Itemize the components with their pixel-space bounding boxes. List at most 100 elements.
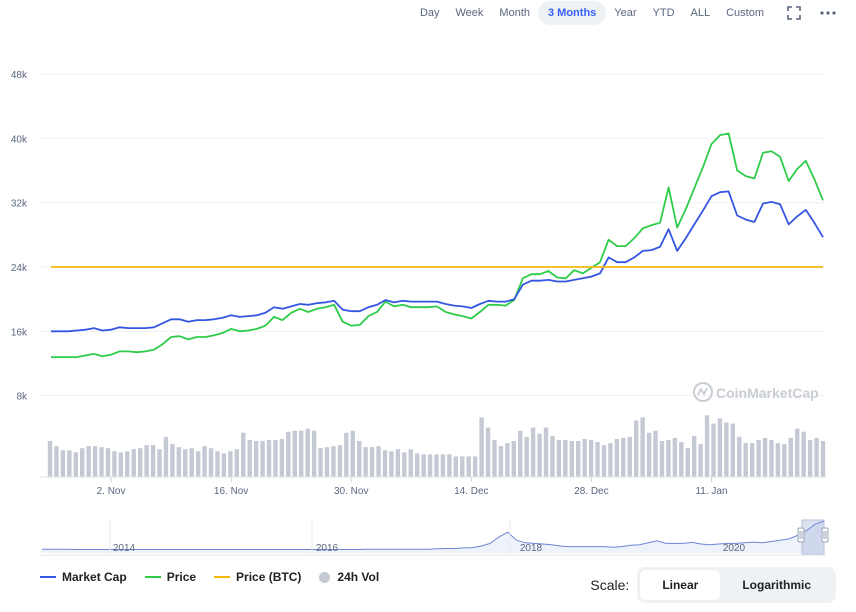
y-tick-label: 24k bbox=[11, 263, 28, 274]
volume-bar bbox=[47, 441, 53, 477]
y-tick-label: 48k bbox=[11, 70, 28, 81]
volume-bar bbox=[685, 448, 690, 477]
x-tick-label: 30. Nov bbox=[334, 486, 368, 497]
volume-bar bbox=[762, 437, 768, 477]
volume-bar bbox=[357, 441, 362, 477]
legend-item-price-btc[interactable]: Price (BTC) bbox=[214, 570, 301, 584]
more-options-icon[interactable] bbox=[816, 1, 840, 25]
range-year-button[interactable]: Year bbox=[614, 7, 637, 19]
volume-bar bbox=[389, 451, 394, 477]
volume-bar bbox=[595, 442, 600, 477]
volume-bar bbox=[350, 430, 355, 477]
volume-bar bbox=[105, 448, 111, 477]
volume-bar bbox=[144, 445, 149, 477]
volume-bar bbox=[363, 447, 368, 477]
price-chart[interactable]: CoinMarketCap 8k 16k 24k 32k 40k 48k 2. Nov 16.… bbox=[0, 0, 856, 560]
volume-bar bbox=[176, 447, 182, 477]
volume-bar bbox=[292, 430, 297, 477]
scale-logarithmic-button[interactable]: Logarithmic bbox=[742, 578, 811, 592]
volume-bar bbox=[530, 427, 536, 477]
volume-bar bbox=[434, 454, 439, 477]
scale-toggle: Linear Logarithmic bbox=[637, 567, 836, 603]
volume-bar bbox=[691, 435, 697, 477]
volume-bar bbox=[395, 449, 401, 477]
x-tick-label: 28. Dec bbox=[574, 486, 608, 497]
scale-linear-button[interactable]: Linear bbox=[640, 570, 721, 600]
volume-bar bbox=[382, 450, 388, 477]
navigator-right-handle bbox=[821, 527, 829, 543]
volume-bar bbox=[659, 441, 665, 477]
volume-bar bbox=[125, 451, 130, 477]
volume-bar bbox=[414, 453, 420, 477]
volume-bar bbox=[646, 432, 652, 477]
volume-bar bbox=[601, 445, 607, 477]
volume-bar bbox=[369, 447, 375, 477]
volume-bar bbox=[311, 430, 317, 477]
volume-bar bbox=[492, 439, 497, 477]
volume-bar bbox=[80, 448, 85, 477]
price-btc-line-swatch bbox=[214, 576, 231, 578]
volume-bar bbox=[402, 452, 407, 477]
volume-bar bbox=[99, 447, 104, 477]
volume-bar bbox=[60, 450, 66, 477]
volume-bar bbox=[221, 453, 227, 477]
volume-bar bbox=[576, 441, 581, 477]
volume-bar bbox=[524, 436, 529, 477]
range-ytd-button[interactable]: YTD bbox=[652, 7, 675, 19]
volume-bar bbox=[485, 427, 491, 477]
legend-item-price[interactable]: Price bbox=[144, 570, 197, 584]
volume-bar bbox=[447, 454, 452, 477]
volume-bar bbox=[247, 439, 252, 477]
volume-bar bbox=[318, 448, 323, 477]
navigator-line bbox=[42, 520, 825, 550]
volume-bar bbox=[711, 423, 716, 477]
legend-label-price-btc: Price (BTC) bbox=[236, 570, 302, 584]
range-3-months-button[interactable]: 3 Months bbox=[538, 1, 607, 25]
legend-item-market-cap[interactable]: Market Cap bbox=[40, 570, 127, 584]
volume-dot-swatch bbox=[319, 571, 331, 583]
volume-bar bbox=[208, 448, 214, 477]
volume-bar bbox=[730, 423, 736, 477]
volume-bar bbox=[472, 456, 478, 477]
volume-bar bbox=[279, 438, 285, 477]
volume-bar bbox=[157, 449, 162, 477]
range-month-button[interactable]: Month bbox=[499, 7, 530, 19]
volume-bar bbox=[769, 439, 774, 477]
volume-bar bbox=[807, 439, 813, 477]
range-day-button[interactable]: Day bbox=[419, 7, 440, 19]
volume-bar bbox=[305, 428, 310, 477]
volume-bar bbox=[801, 431, 806, 477]
volume-bar bbox=[163, 436, 169, 477]
y-tick-label: 8k bbox=[16, 392, 28, 403]
volume-bar bbox=[286, 431, 291, 477]
x-tick-label: 16. Nov bbox=[214, 486, 248, 497]
volume-bar bbox=[54, 446, 59, 477]
volume-bar bbox=[563, 439, 568, 477]
volume-bar bbox=[698, 444, 703, 477]
volume-bar bbox=[737, 436, 742, 477]
watermark-text: CoinMarketCap bbox=[716, 385, 819, 401]
volume-bar bbox=[653, 430, 658, 477]
volume-bar bbox=[795, 428, 800, 477]
volume-bar bbox=[614, 438, 620, 477]
navigator-left-handle bbox=[797, 527, 805, 543]
volume-bar bbox=[582, 438, 587, 477]
volume-bar bbox=[505, 443, 510, 477]
range-week-button[interactable]: Week bbox=[455, 7, 484, 19]
volume-bar bbox=[118, 452, 124, 477]
legend-item-volume[interactable]: 24h Vol bbox=[319, 570, 379, 584]
volume-bar bbox=[608, 443, 613, 477]
price-line-swatch bbox=[144, 576, 161, 578]
volume-bar bbox=[228, 451, 233, 477]
volume-bar bbox=[86, 446, 91, 477]
navigator-tick-label: 2018 bbox=[520, 543, 543, 554]
navigator[interactable]: 2014 2016 2018 2020 bbox=[40, 517, 829, 556]
legend-label-price: Price bbox=[166, 570, 197, 584]
fullscreen-icon[interactable] bbox=[782, 1, 806, 25]
volume-bar bbox=[550, 435, 555, 477]
volume-bar bbox=[215, 451, 220, 477]
volume-bar bbox=[466, 456, 471, 477]
volume-bar bbox=[266, 439, 272, 477]
range-custom-button[interactable]: Custom bbox=[726, 7, 764, 19]
range-all-button[interactable]: ALL bbox=[690, 7, 711, 19]
